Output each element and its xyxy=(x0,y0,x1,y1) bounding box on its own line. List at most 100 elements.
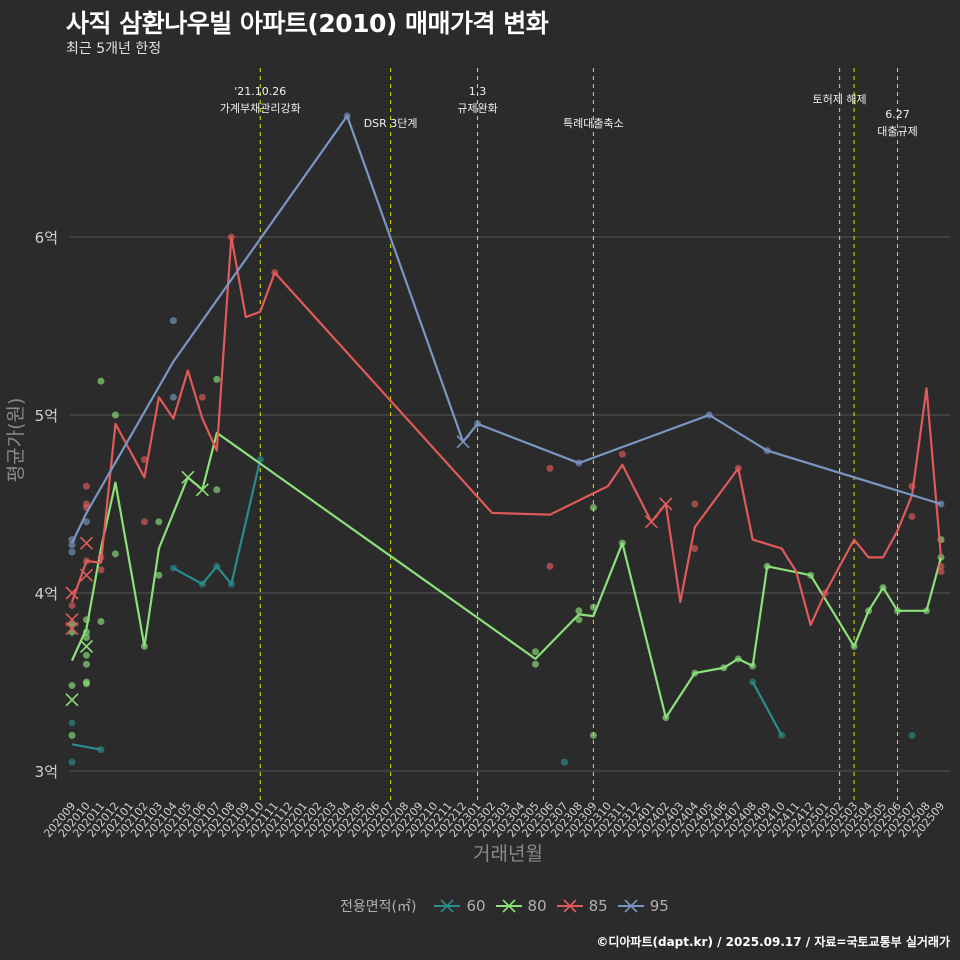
series-80-line xyxy=(70,431,943,719)
series-80-point xyxy=(879,584,887,592)
series-60-point xyxy=(778,731,786,739)
series-80-point xyxy=(111,550,119,558)
series-95-point xyxy=(937,500,945,508)
legend-glyph xyxy=(440,899,455,913)
series-80-point xyxy=(111,411,119,419)
series-80-point xyxy=(82,616,90,624)
series-80-point xyxy=(575,616,583,624)
event-label: '21.10.26 xyxy=(234,85,286,98)
series-85-cross xyxy=(79,568,94,582)
series-85-point xyxy=(82,557,90,565)
event-label: 가계부채관리강화 xyxy=(220,102,301,115)
legend-item-95: 95 xyxy=(616,896,669,916)
series-80-point xyxy=(155,571,163,579)
series-85-point xyxy=(691,500,699,508)
series-80-point xyxy=(589,731,597,739)
series-85-cross xyxy=(65,622,79,636)
series-95-point xyxy=(68,548,76,556)
series-60-line xyxy=(71,743,102,751)
series-85-point xyxy=(271,269,279,277)
legend-key-60 xyxy=(434,899,461,913)
y-tick-label: 4억 xyxy=(35,585,58,603)
series-85-line xyxy=(70,235,943,627)
event-label: 규제완화 xyxy=(457,102,497,115)
series-85-point xyxy=(227,233,235,241)
series-85-cross xyxy=(644,515,658,529)
legend-key-85 xyxy=(556,899,583,913)
cross-stroke xyxy=(181,470,195,484)
series-80-point xyxy=(850,642,858,650)
legend-glyph xyxy=(501,899,516,913)
event-label: 6.27 xyxy=(885,108,910,121)
series-95-point xyxy=(763,447,771,455)
series-80-point xyxy=(82,660,90,668)
legend-glyph xyxy=(624,899,638,913)
cross-stroke xyxy=(195,483,209,497)
cross-stroke xyxy=(65,693,79,707)
source-credit: ©디아파트(dapt.kr) / 2025.09.17 / 자료=국토교통부 실… xyxy=(596,935,950,949)
series-60-point xyxy=(213,562,221,570)
series-80-point xyxy=(923,607,931,615)
series-80-point xyxy=(865,607,873,615)
series-85-point xyxy=(140,456,148,463)
series-80-point xyxy=(155,518,163,526)
series-85-point xyxy=(908,482,916,490)
series-80-point xyxy=(531,660,539,668)
series-80-point xyxy=(68,731,76,739)
series-95-point xyxy=(68,536,76,544)
series-80-point xyxy=(82,628,90,636)
series-80-cross xyxy=(181,470,195,484)
chart-subtitle: 최근 5개년 한정 xyxy=(66,41,162,57)
y-tick-label: 5억 xyxy=(35,407,58,425)
series-80-point xyxy=(662,714,670,722)
series-80-point xyxy=(82,680,90,688)
cross-stroke xyxy=(65,586,79,600)
series-60-point xyxy=(169,564,177,572)
series-95-point xyxy=(68,541,76,549)
series-85-point xyxy=(908,512,916,520)
series-60-point xyxy=(68,758,76,766)
legend-item-80: 80 xyxy=(494,896,547,916)
legend: 전용면적(㎡) 60 80 85 95 xyxy=(340,896,669,916)
series-80-point xyxy=(894,607,902,615)
series-95-point xyxy=(169,393,177,401)
series-95-point xyxy=(82,518,90,526)
series-95-point xyxy=(575,459,583,467)
event-label: DSR 3단계 xyxy=(364,117,418,130)
series-80-point xyxy=(763,562,771,570)
series-95-point xyxy=(343,112,351,120)
event-label: 대출규제 xyxy=(877,125,917,138)
legend-label-85: 85 xyxy=(588,897,608,915)
series-85-point xyxy=(198,393,206,401)
series-85-point xyxy=(97,553,105,561)
cross-stroke xyxy=(456,435,470,449)
series-80-point xyxy=(68,682,76,690)
series-80-point xyxy=(734,655,742,663)
series-85-cross xyxy=(65,586,79,600)
x-axis-title: 거래년월 xyxy=(473,843,543,865)
series-85-point xyxy=(821,589,829,597)
series-60-point xyxy=(97,746,105,754)
cross-stroke xyxy=(644,515,658,529)
series-80-point xyxy=(807,571,815,579)
legend-key-95 xyxy=(617,899,644,913)
series-80-point xyxy=(82,651,90,659)
y-tick-label: 6억 xyxy=(35,229,58,247)
cross-stroke xyxy=(659,497,673,511)
series-80-point xyxy=(749,662,757,670)
series-80-point xyxy=(97,377,105,385)
series-85-point xyxy=(546,464,554,472)
cross-stroke xyxy=(65,622,79,636)
legend-item-85: 85 xyxy=(555,896,608,916)
series-85-point xyxy=(68,601,76,609)
chart-title: 사직 삼환나우빌 아파트(2010) 매매가격 변화 xyxy=(66,9,549,38)
series-60-point xyxy=(908,731,916,739)
series-80-point xyxy=(97,617,105,625)
series-60-line xyxy=(751,681,783,736)
y-tick-label: 3억 xyxy=(35,763,58,781)
series-80-point xyxy=(589,603,597,611)
series-85-point xyxy=(82,482,90,490)
series-80-cross xyxy=(79,639,94,653)
series-60-point xyxy=(68,719,76,727)
series-95-cross xyxy=(456,435,470,449)
